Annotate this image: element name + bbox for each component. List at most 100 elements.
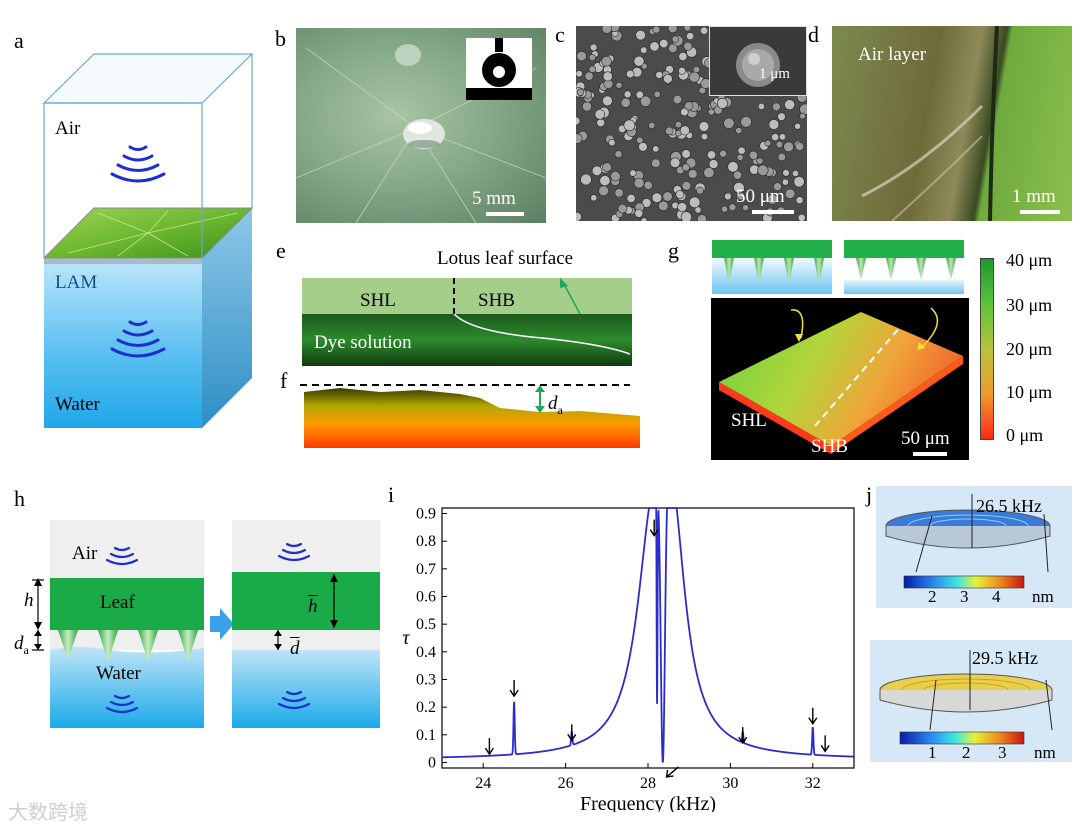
- y-tick-label: 0.3: [416, 671, 436, 688]
- colorbar-tick: 40 μm: [1006, 250, 1053, 270]
- colorbar-unit: nm: [1032, 587, 1054, 606]
- panel-d-air-layer-label: Air layer: [858, 44, 927, 65]
- panel-j-top-freq: 26.5 kHz: [976, 496, 1042, 516]
- panel-a-water-label: Water: [55, 394, 100, 415]
- panel-label-h: h: [14, 486, 25, 511]
- panel-c-inset-scale-label: 1 μm: [759, 66, 790, 82]
- panel-label-f: f: [280, 368, 288, 393]
- panel-h-schematic: [32, 520, 380, 728]
- resonance-arrow: [649, 519, 659, 537]
- panel-e-overlay: [453, 278, 631, 355]
- panel-f-da-label: da: [548, 393, 563, 417]
- panel-g-scale-label: 50 μm: [901, 428, 950, 449]
- panel-h-hbar-label: h: [308, 596, 318, 617]
- panel-j-top-mode: 26.5 kHz 2 3 4 nm: [876, 486, 1072, 608]
- y-tick-label: 0.5: [416, 616, 436, 633]
- y-axis-label: τ: [402, 627, 410, 649]
- y-tick-label: 0.1: [416, 727, 436, 744]
- panel-h-da-label: da: [14, 633, 29, 657]
- panel-j-bottom-freq: 29.5 kHz: [972, 648, 1038, 668]
- sound-wave-icon: [110, 320, 166, 358]
- y-tick-label: 0: [428, 754, 436, 771]
- panel-f-depth-profile: [300, 384, 640, 448]
- panel-g-colorbar: [980, 258, 994, 440]
- colorbar-tick: 1: [928, 743, 937, 762]
- panel-label-b: b: [275, 26, 286, 51]
- sound-wave-icon: [277, 542, 311, 562]
- resonance-arrow: [738, 727, 748, 745]
- resonance-arrow: [808, 707, 818, 726]
- panel-label-i: i: [388, 482, 395, 507]
- panel-h-air-label: Air: [72, 543, 98, 564]
- colorbar-unit: nm: [1034, 743, 1056, 762]
- panel-g-shl-label: SHL: [731, 410, 767, 431]
- panel-label-a: a: [14, 28, 24, 53]
- panel-label-d: d: [808, 22, 819, 47]
- panel-label-c: c: [555, 22, 565, 47]
- colorbar-tick: 20 μm: [1006, 339, 1053, 359]
- colorbar-tick: 30 μm: [1006, 295, 1053, 315]
- panel-g-3d-surface: SHL SHB 50 μm: [711, 298, 969, 460]
- x-tick-label: 24: [475, 775, 491, 792]
- colorbar-tick: 0 μm: [1006, 425, 1044, 445]
- panel-i-chart: 24 26 28 30 32 0 0.1 0.2 0.3 0.4 0.5 0.6 0.7 0.8 0.9 F…: [402, 506, 855, 812]
- colorbar-tick: 3: [998, 743, 1007, 762]
- panel-e-shl-label: SHL: [360, 290, 396, 311]
- y-tick-label: 0.7: [416, 561, 436, 578]
- y-tick-label: 0.9: [416, 506, 436, 523]
- x-tick-label: 30: [722, 775, 738, 792]
- panel-d-scale-bar: [1020, 210, 1060, 214]
- colorbar-tick: 2: [928, 587, 937, 606]
- sound-wave-icon: [110, 145, 166, 183]
- panel-b-scale-label: 5 mm: [472, 188, 516, 209]
- x-tick-label: 26: [558, 775, 574, 792]
- panel-e-shb-label: SHB: [478, 290, 515, 311]
- resonance-arrow: [820, 735, 830, 753]
- colorbar-tick: 4: [992, 587, 1001, 606]
- resonance-arrow: [509, 680, 519, 698]
- x-tick-label: 32: [805, 775, 821, 792]
- panel-c-scale-label: 50 μm: [736, 186, 785, 207]
- resonance-arrow: [484, 738, 494, 756]
- panel-c-sem-image: 1 μm 50 μm: [576, 26, 807, 221]
- colorbar-tick: 10 μm: [1006, 382, 1053, 402]
- y-tick-label: 0.8: [416, 533, 436, 550]
- contact-angle-inset: [466, 38, 532, 100]
- panel-d-air-layer-photo: Air layer 1 mm: [832, 26, 1072, 221]
- y-tick-label: 0.6: [416, 589, 436, 606]
- colorbar-tick: 3: [960, 587, 969, 606]
- sound-wave-icon: [277, 690, 311, 710]
- panel-b-leaf-photo: 5 mm: [296, 28, 546, 223]
- panel-e-title: Lotus leaf surface: [437, 248, 574, 269]
- panel-h-water-label: Water: [96, 663, 141, 684]
- panel-h-h-label: h: [24, 590, 34, 611]
- panel-a-box-illustration: [42, 53, 254, 428]
- resonance-arrow: [665, 766, 679, 778]
- panel-d-scale-label: 1 mm: [1012, 186, 1056, 207]
- sound-wave-icon: [105, 694, 139, 714]
- panel-g-schematics: [712, 240, 964, 294]
- panel-h-leaf-label: Leaf: [100, 592, 135, 613]
- sound-wave-icon: [105, 546, 139, 566]
- panel-a-air-label: Air: [55, 118, 81, 139]
- x-tick-label: 28: [640, 775, 656, 792]
- colorbar-tick: 2: [962, 743, 971, 762]
- resonance-arrow: [567, 724, 577, 742]
- transmission-curve: [441, 507, 854, 763]
- plot-frame: [441, 507, 855, 769]
- panel-b-scale-bar: [486, 212, 524, 216]
- panel-e-dye-label: Dye solution: [314, 332, 412, 353]
- panel-c-scale-bar: [752, 210, 794, 214]
- panel-label-g: g: [668, 238, 679, 263]
- y-tick-label: 0.2: [416, 699, 436, 716]
- sem-inset: [709, 26, 807, 96]
- panel-label-e: e: [276, 238, 286, 263]
- panel-label-j: j: [866, 482, 873, 507]
- x-axis-label: Frequency (kHz): [580, 793, 716, 812]
- y-tick-label: 0.4: [416, 644, 436, 661]
- panel-j-bottom-mode: 29.5 kHz 1 2 3 nm: [870, 640, 1072, 762]
- panel-h-dbar-label: d: [290, 638, 300, 659]
- panel-g-shb-label: SHB: [811, 436, 848, 457]
- watermark: 大数跨境: [8, 800, 88, 824]
- panel-a-lam-label: LAM: [55, 272, 98, 293]
